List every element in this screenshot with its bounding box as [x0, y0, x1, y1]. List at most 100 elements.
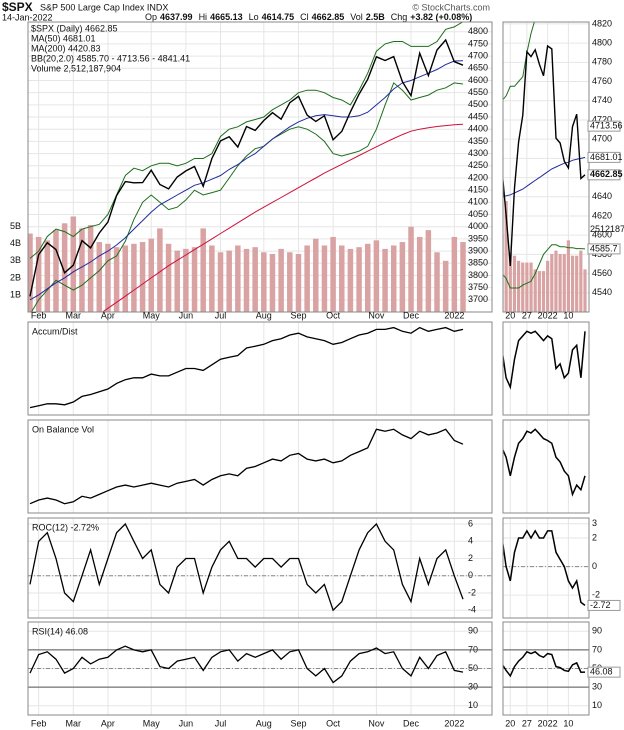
x-tick-label: Jun: [179, 718, 194, 728]
y-tick-label: 90: [592, 626, 602, 636]
y-tick-label: 3750: [468, 282, 488, 292]
volume-bar: [579, 250, 583, 312]
volume-bar: [434, 252, 440, 312]
panel-frame: [502, 419, 590, 514]
quote-label: Hi: [199, 12, 208, 22]
volume-bar: [243, 248, 250, 312]
price-line: [29, 22, 464, 259]
volume-bar: [105, 243, 111, 312]
volume-bar: [562, 254, 566, 312]
y-tick-label: 50: [468, 663, 478, 673]
x-tick-label: 20: [505, 310, 515, 320]
quote-value: +3.82 (+0.08%): [410, 12, 472, 22]
volume-bar: [217, 252, 224, 312]
x-tick-label: Jun: [179, 310, 194, 320]
volume-tag: 2512187: [590, 224, 624, 234]
date: 14-Jan-2022: [2, 12, 53, 22]
y-tick-label: 4400: [468, 124, 488, 134]
source: © StockCharts.com: [412, 2, 490, 12]
y-tick-label: -2: [592, 590, 600, 600]
volume-bar: [304, 245, 310, 312]
value-tag-box: [587, 243, 621, 255]
x-tick-label: Sep: [290, 310, 306, 320]
y-tick-label: 4100: [468, 197, 488, 207]
y-tick-label: 10: [468, 700, 478, 710]
y-tick-label: 4500: [468, 99, 488, 109]
quote-value: 4662.85: [312, 12, 345, 22]
x-tick-label: Dec: [403, 310, 420, 320]
volume-bar: [174, 250, 180, 312]
y-tick-label: 4650: [468, 63, 488, 73]
panel-frame: [502, 21, 590, 313]
legend-entry: $SPX (Daily) 4662.85: [31, 23, 118, 33]
y-tick-label: 3700: [468, 294, 488, 304]
volume-bar: [546, 260, 550, 312]
volume-bar: [356, 247, 362, 312]
y-tick-label: 4450: [468, 111, 488, 121]
y-tick-label: -4: [468, 605, 476, 615]
volume-bar: [148, 238, 154, 312]
symbol: $SPX: [2, 0, 33, 14]
volume-bar: [226, 250, 232, 312]
x-tick-label: Feb: [31, 718, 47, 728]
x-tick-label: Sep: [290, 718, 306, 728]
y-tick-label: 4000: [468, 221, 488, 231]
y-tick-label: -2: [468, 587, 476, 597]
volume-bar: [209, 245, 215, 312]
volume-tick-label: 4B: [10, 238, 21, 248]
volume-bar: [504, 201, 508, 312]
price-line: [101, 123, 464, 312]
y-tick-label: 4740: [592, 95, 612, 105]
volume-bar: [364, 243, 371, 312]
panel-frame: [27, 21, 493, 313]
volume-bar: [28, 233, 33, 312]
y-tick-label: 70: [468, 644, 478, 654]
y-tick-label: 4550: [468, 87, 488, 97]
volume-bar: [79, 228, 85, 312]
value-tag-box: [587, 169, 621, 181]
y-tick-label: 3: [592, 518, 597, 528]
price-line: [29, 38, 464, 297]
x-tick-label: Jul: [215, 718, 227, 728]
y-tick-label: 10: [592, 700, 602, 710]
volume-bar: [575, 255, 579, 312]
price-line: [503, 22, 535, 101]
y-tick-label: 4050: [468, 209, 488, 219]
volume-bar: [191, 247, 198, 312]
quote-value: 2.5B: [366, 12, 386, 22]
volume-bar: [550, 254, 554, 312]
legend-entry: Volume 2,512,187,904: [31, 63, 121, 73]
value-tag: -2.72: [590, 600, 611, 610]
volume-bar: [139, 242, 146, 312]
value-tag-box: [587, 599, 621, 611]
value-tag: 4681.01: [590, 152, 623, 162]
index-name: S&P 500 Large Cap Index INDX: [40, 2, 168, 12]
price-line: [503, 156, 586, 198]
y-tick-label: 2: [592, 532, 597, 542]
volume-bar: [460, 242, 466, 312]
x-tick-label: Jul: [215, 310, 227, 320]
y-tick-label: 90: [468, 626, 478, 636]
x-tick-label: 27: [522, 310, 532, 320]
quote: Op 4637.99 Hi 4665.13 Lo 4614.75 Cl 4662.85 Vol 2…: [145, 12, 472, 22]
volume-bar: [200, 228, 206, 312]
volume-bar: [295, 254, 302, 312]
volume-bar: [521, 262, 525, 312]
quote-label: Chg: [391, 12, 408, 22]
quote-label: Op: [145, 12, 157, 22]
y-tick-label: 3950: [468, 233, 488, 243]
volume-tick-label: 2B: [10, 272, 21, 282]
legend-entry: BB(20,2.0) 4585.70 - 4713.56 - 4841.41: [31, 53, 190, 63]
volume-bar: [533, 269, 537, 312]
volume-bar: [529, 262, 533, 312]
y-tick-label: 2: [468, 553, 473, 563]
x-tick-label: Dec: [403, 718, 420, 728]
x-tick-label: May: [143, 718, 161, 728]
x-tick-label: Mar: [66, 718, 82, 728]
volume-bar: [53, 230, 59, 312]
volume-bar: [321, 245, 328, 312]
panel-frame: [27, 517, 493, 619]
volume-tick-label: 1B: [10, 289, 21, 299]
volume-bar: [541, 271, 546, 312]
volume-bar: [339, 245, 345, 312]
